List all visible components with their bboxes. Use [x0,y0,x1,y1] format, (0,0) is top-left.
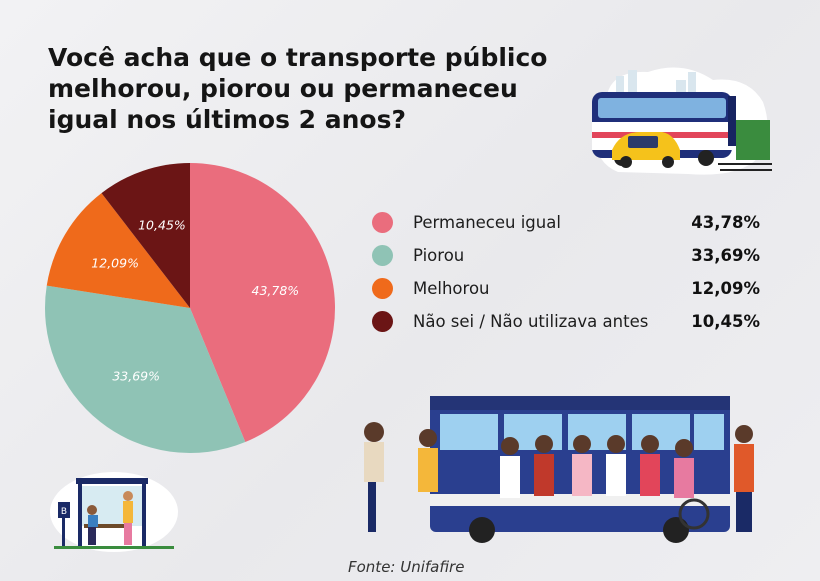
legend-item-melhorou: Melhorou 12,09% [372,272,772,305]
legend-item-permaneceu-igual: Permaneceu igual 43,78% [372,206,772,239]
bus-stop-icon: B [50,472,178,552]
pie-label-nao-sei: 10,45% [138,218,186,233]
pie-label-permaneceu-igual: 43,78% [252,283,300,298]
legend-value: 12,09% [691,279,760,298]
legend-value: 43,78% [691,213,760,232]
legend-item-piorou: Piorou 33,69% [372,239,772,272]
legend-label: Melhorou [413,279,490,298]
legend-label: Não sei / Não utilizava antes [413,312,649,331]
legend-swatch [372,278,393,299]
pie-slice-piorou [45,285,246,453]
legend-label: Piorou [413,246,465,265]
pie-slice-melhorou [46,193,190,308]
bus-passengers-icon [364,396,754,543]
legend-swatch [372,245,393,266]
svg-text:B: B [61,507,67,517]
pie-label-melhorou: 12,09% [91,256,139,271]
legend-value: 33,69% [691,246,760,265]
bus-and-car-icon [592,67,772,175]
legend-value: 10,45% [691,312,760,331]
legend-swatch [372,212,393,233]
chart-title: Você acha que o transporte público melho… [48,43,548,134]
legend-swatch [372,311,393,332]
legend: Permaneceu igual 43,78% Piorou 33,69% Me… [372,206,772,338]
pie-slice-permaneceu-igual [190,163,335,443]
source-note: Fonte: Unifafire [348,558,465,576]
pie-slice-nao-sei [101,163,190,308]
legend-label: Permaneceu igual [413,213,561,232]
pie-label-piorou: 33,69% [112,368,160,383]
legend-item-nao-sei: Não sei / Não utilizava antes 10,45% [372,305,772,338]
pie-chart: 43,78% 33,69% 12,09% 10,45% [45,163,335,453]
